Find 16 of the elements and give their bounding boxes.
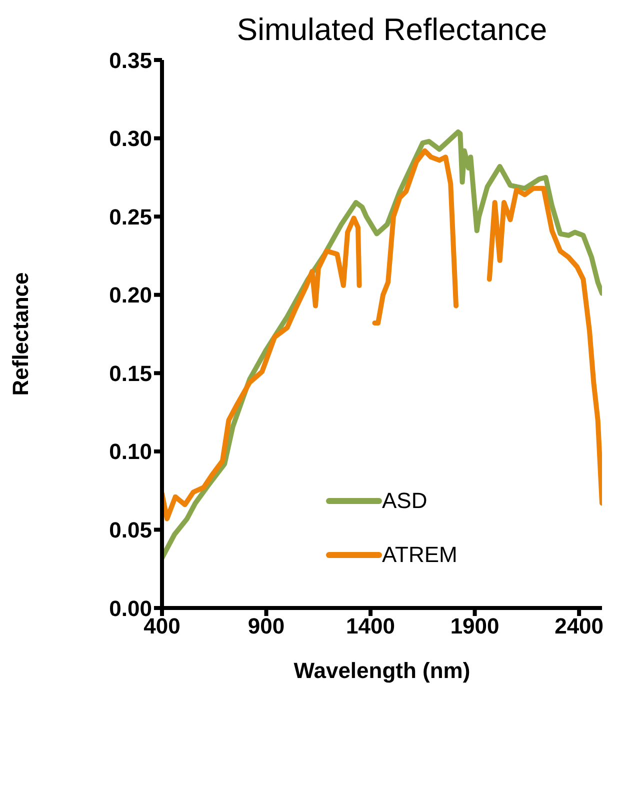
y-tick-label: 0.10 (109, 439, 152, 464)
legend-label: ATREM (382, 542, 458, 568)
chart-title: Simulated Reflectance (236, 12, 548, 48)
y-tick-label: 0.05 (109, 518, 152, 543)
x-tick-label: 1400 (346, 614, 396, 639)
x-tick-label: 900 (248, 614, 285, 639)
y-tick-label: 0.15 (109, 360, 152, 386)
x-tick-label: 2400 (554, 614, 604, 639)
legend-label: ASD (382, 488, 428, 514)
y-tick-label: 0.30 (109, 126, 152, 152)
y-tick-label: 0.20 (109, 282, 152, 308)
y-axis-title: Reflectance (8, 272, 33, 396)
x-axis-title: Wavelength (nm) (294, 658, 470, 683)
y-tick-label: 0.25 (109, 204, 152, 230)
y-tick-label: 0.35 (109, 48, 152, 73)
x-tick-label: 1900 (450, 614, 500, 639)
